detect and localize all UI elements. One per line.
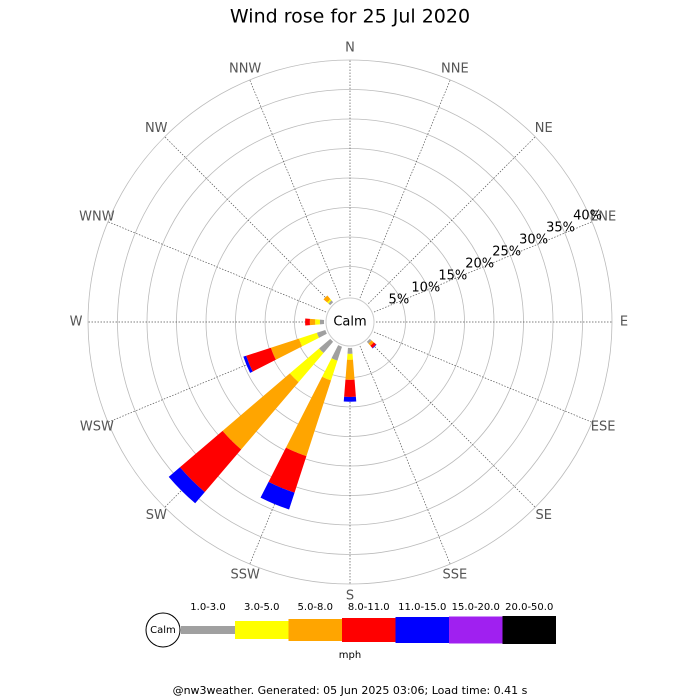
ring-label: 25% — [492, 245, 521, 260]
bar-segment — [328, 300, 334, 306]
ring-label: 20% — [465, 257, 494, 272]
bar-segment — [243, 355, 253, 373]
legend-label: 20.0-50.0 — [505, 602, 553, 613]
spoke — [368, 340, 536, 508]
spoke — [359, 345, 451, 565]
bar-segment — [179, 430, 242, 493]
legend-calm — [145, 612, 181, 648]
bar-segment — [305, 318, 310, 326]
legend-swatch — [502, 616, 556, 644]
direction-label: W — [70, 315, 83, 330]
bar-segment — [270, 338, 303, 360]
ring-label: 10% — [411, 281, 440, 296]
calm-circle — [325, 297, 375, 347]
spoke — [164, 136, 332, 304]
direction-label: NW — [145, 121, 168, 136]
direction-label: NNE — [441, 61, 469, 76]
legend-swatch — [449, 616, 503, 644]
bar-segment — [344, 379, 356, 397]
spoke — [107, 221, 327, 313]
legend-label: 3.0-5.0 — [244, 602, 279, 613]
grid-ring — [117, 89, 583, 555]
bar-segment — [309, 318, 316, 326]
bar-segment — [366, 338, 372, 344]
direction-label: ENE — [590, 210, 616, 225]
spoke — [373, 331, 593, 423]
bar-segment — [316, 330, 327, 338]
bar-segment — [347, 353, 353, 360]
bar-segment — [319, 338, 334, 353]
grid-ring — [264, 236, 436, 408]
bar-segment — [322, 358, 338, 381]
bar-segment — [327, 299, 332, 304]
chart-title: Wind rose for 25 Jul 2020 — [230, 6, 470, 28]
legend-label: 8.0-11.0 — [348, 602, 390, 613]
legend-title: mph — [339, 650, 361, 661]
direction-label: S — [346, 589, 354, 604]
legend-calm-label: Calm — [150, 625, 176, 636]
bar-segment — [323, 295, 331, 303]
direction-label: SE — [536, 508, 552, 523]
bar-segment — [268, 447, 307, 493]
direction-label: N — [345, 41, 355, 56]
bar-segment — [372, 344, 377, 349]
spoke — [373, 221, 593, 313]
bar-segment — [168, 467, 205, 504]
legend-label: 1.0-3.0 — [190, 602, 225, 613]
bar-segment — [370, 342, 377, 349]
bar-segment — [368, 340, 374, 346]
ring-label: 15% — [438, 269, 467, 284]
bar-segment — [315, 319, 320, 325]
bar-segment — [347, 347, 353, 354]
bar-segment — [345, 359, 355, 380]
bar-segment — [319, 319, 325, 325]
legend-swatch — [342, 618, 396, 642]
spoke — [249, 79, 341, 299]
ring-label: 35% — [546, 221, 575, 236]
grid-ring — [87, 59, 613, 585]
direction-label: NNW — [229, 61, 261, 76]
direction-label: ESE — [591, 419, 616, 434]
bar-segment — [246, 347, 276, 372]
legend-label: 15.0-20.0 — [452, 602, 500, 613]
bar-segment — [298, 332, 319, 347]
legend-swatch — [395, 617, 449, 643]
calm-label: Calm — [333, 315, 366, 330]
bar-segment — [343, 396, 357, 402]
direction-label: NE — [535, 121, 553, 136]
direction-label: SW — [146, 508, 167, 523]
legend-swatch — [235, 621, 289, 639]
bar-segment — [289, 348, 324, 383]
direction-label: WSW — [80, 419, 114, 434]
footer: @nw3weather. Generated: 05 Jun 2025 03:0… — [173, 684, 528, 697]
spoke — [368, 136, 536, 304]
legend-swatch — [181, 626, 235, 634]
legend-swatch — [288, 619, 342, 641]
direction-label: WNW — [79, 210, 115, 225]
legend-label: 5.0-8.0 — [298, 602, 333, 613]
direction-label: E — [620, 315, 628, 330]
direction-label: SSW — [230, 568, 260, 583]
ring-label: 5% — [389, 293, 410, 308]
ring-label: 30% — [519, 233, 548, 248]
bar-segment — [331, 345, 342, 361]
legend-label: 11.0-15.0 — [398, 602, 446, 613]
bar-segment — [260, 481, 295, 510]
ring-label: 40% — [573, 209, 602, 224]
spoke — [359, 79, 451, 299]
bar-segment — [285, 376, 332, 457]
bar-segment — [222, 373, 299, 450]
direction-label: SSE — [442, 568, 467, 583]
